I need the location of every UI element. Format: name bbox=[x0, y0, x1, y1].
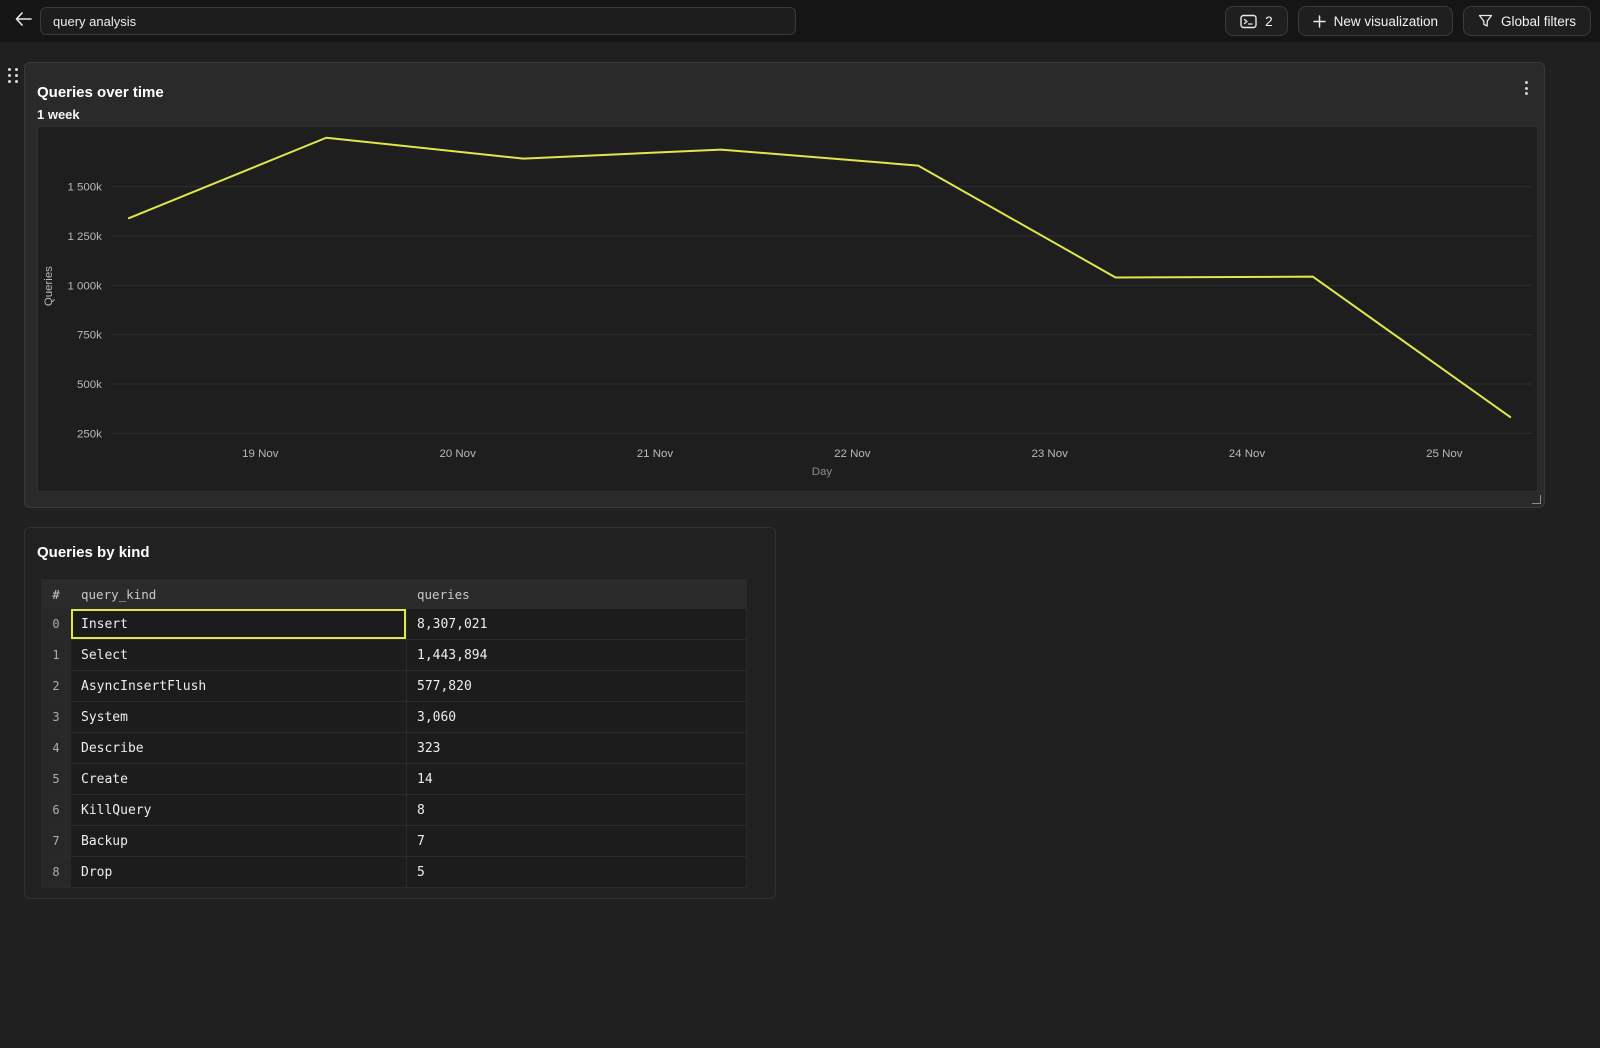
table-row: 2 AsyncInsertFlush 577,820 bbox=[41, 670, 747, 702]
x-tick-label: 22 Nov bbox=[834, 448, 871, 460]
table-row: 6 KillQuery 8 bbox=[41, 794, 747, 826]
queries-over-time-panel: Queries over time 1 week 250k 500k 750k 1 0… bbox=[24, 62, 1545, 508]
cell-query-kind[interactable]: System bbox=[70, 701, 407, 733]
cell-queries[interactable]: 7 bbox=[406, 825, 747, 857]
panel-title: Queries over time bbox=[37, 84, 164, 101]
new-visualization-button[interactable]: New visualization bbox=[1297, 6, 1453, 36]
cell-query-kind[interactable]: Drop bbox=[70, 856, 407, 888]
row-index: 3 bbox=[41, 701, 71, 733]
panel-title: Queries by kind bbox=[37, 544, 150, 561]
cell-query-kind[interactable]: Select bbox=[70, 639, 407, 671]
row-index: 5 bbox=[41, 763, 71, 795]
table-header-row: # query_kind queries bbox=[41, 579, 747, 609]
column-header-queries: queries bbox=[406, 579, 747, 609]
row-index: 0 bbox=[41, 608, 71, 640]
cell-query-kind[interactable]: Backup bbox=[70, 825, 407, 857]
saved-queries-count: 2 bbox=[1265, 13, 1273, 29]
row-index: 4 bbox=[41, 732, 71, 764]
terminal-window-icon bbox=[1240, 14, 1257, 29]
cell-query-kind[interactable]: KillQuery bbox=[70, 794, 407, 826]
x-tick-label: 20 Nov bbox=[439, 448, 476, 460]
x-axis-title: Day bbox=[812, 466, 833, 478]
row-index: 2 bbox=[41, 670, 71, 702]
queries-by-kind-panel: Queries by kind # query_kind queries 0 Inse… bbox=[24, 527, 776, 899]
drag-dots-icon[interactable] bbox=[6, 66, 20, 84]
kebab-menu-icon[interactable] bbox=[1518, 79, 1534, 97]
x-tick-label: 25 Nov bbox=[1426, 448, 1463, 460]
new-visualization-label: New visualization bbox=[1333, 13, 1438, 29]
table-row: 4 Describe 323 bbox=[41, 732, 747, 764]
cell-queries[interactable]: 323 bbox=[406, 732, 747, 764]
y-tick-label: 1 250k bbox=[67, 231, 102, 243]
x-tick-label: 23 Nov bbox=[1031, 448, 1068, 460]
x-tick-label: 21 Nov bbox=[637, 448, 674, 460]
y-tick-label: 1 500k bbox=[67, 182, 102, 194]
saved-queries-button[interactable]: 2 bbox=[1225, 6, 1288, 36]
arrow-left-icon bbox=[15, 11, 32, 31]
row-index: 1 bbox=[41, 639, 71, 671]
column-header-query_kind: query_kind bbox=[70, 579, 407, 609]
cell-queries[interactable]: 8 bbox=[406, 794, 747, 826]
column-header-index: # bbox=[41, 579, 71, 609]
cell-query-kind[interactable]: Create bbox=[70, 763, 407, 795]
y-tick-label: 500k bbox=[77, 379, 102, 391]
table-row: 0 Insert 8,307,021 bbox=[41, 608, 747, 640]
back-button[interactable] bbox=[10, 8, 36, 34]
y-axis-title: Queries bbox=[43, 266, 55, 306]
row-index: 8 bbox=[41, 856, 71, 888]
y-tick-label: 1 000k bbox=[67, 280, 102, 292]
table-row: 8 Drop 5 bbox=[41, 856, 747, 888]
table-row: 5 Create 14 bbox=[41, 763, 747, 795]
line-chart-svg: 250k 500k 750k 1 000k 1 250k 1 500k Queries 19 … bbox=[43, 136, 1533, 478]
cell-queries[interactable]: 3,060 bbox=[406, 701, 747, 733]
row-index: 6 bbox=[41, 794, 71, 826]
plus-icon bbox=[1312, 14, 1326, 28]
table-row: 7 Backup 7 bbox=[41, 825, 747, 857]
panel-subtitle: 1 week bbox=[37, 107, 80, 122]
cell-query-kind[interactable]: AsyncInsertFlush bbox=[70, 670, 407, 702]
funnel-icon bbox=[1478, 14, 1493, 28]
queries-line-chart[interactable]: 250k 500k 750k 1 000k 1 250k 1 500k Queries 19 … bbox=[37, 126, 1538, 492]
queries-by-kind-table: # query_kind queries 0 Insert 8,307,021 1 Sele… bbox=[41, 579, 747, 888]
cell-queries[interactable]: 8,307,021 bbox=[406, 608, 747, 640]
series-line-queries bbox=[127, 136, 1512, 419]
dashboard-title-input[interactable] bbox=[40, 7, 796, 35]
cell-query-kind[interactable]: Describe bbox=[70, 732, 407, 764]
y-tick-label: 750k bbox=[77, 330, 102, 342]
topbar-actions: 2 New visualization Global filters bbox=[1225, 6, 1591, 36]
cell-queries[interactable]: 5 bbox=[406, 856, 747, 888]
table-row: 3 System 3,060 bbox=[41, 701, 747, 733]
table-row: 1 Select 1,443,894 bbox=[41, 639, 747, 671]
global-filters-button[interactable]: Global filters bbox=[1462, 6, 1591, 36]
top-bar: 2 New visualization Global filters bbox=[0, 0, 1600, 42]
x-tick-label: 19 Nov bbox=[242, 448, 279, 460]
cell-query-kind[interactable]: Insert bbox=[70, 608, 407, 640]
cell-queries[interactable]: 577,820 bbox=[406, 670, 747, 702]
global-filters-label: Global filters bbox=[1500, 13, 1576, 29]
row-index: 7 bbox=[41, 825, 71, 857]
y-tick-label: 250k bbox=[77, 428, 102, 440]
resize-handle-icon[interactable] bbox=[1532, 495, 1541, 504]
x-tick-label: 24 Nov bbox=[1229, 448, 1266, 460]
cell-queries[interactable]: 14 bbox=[406, 763, 747, 795]
cell-queries[interactable]: 1,443,894 bbox=[406, 639, 747, 671]
